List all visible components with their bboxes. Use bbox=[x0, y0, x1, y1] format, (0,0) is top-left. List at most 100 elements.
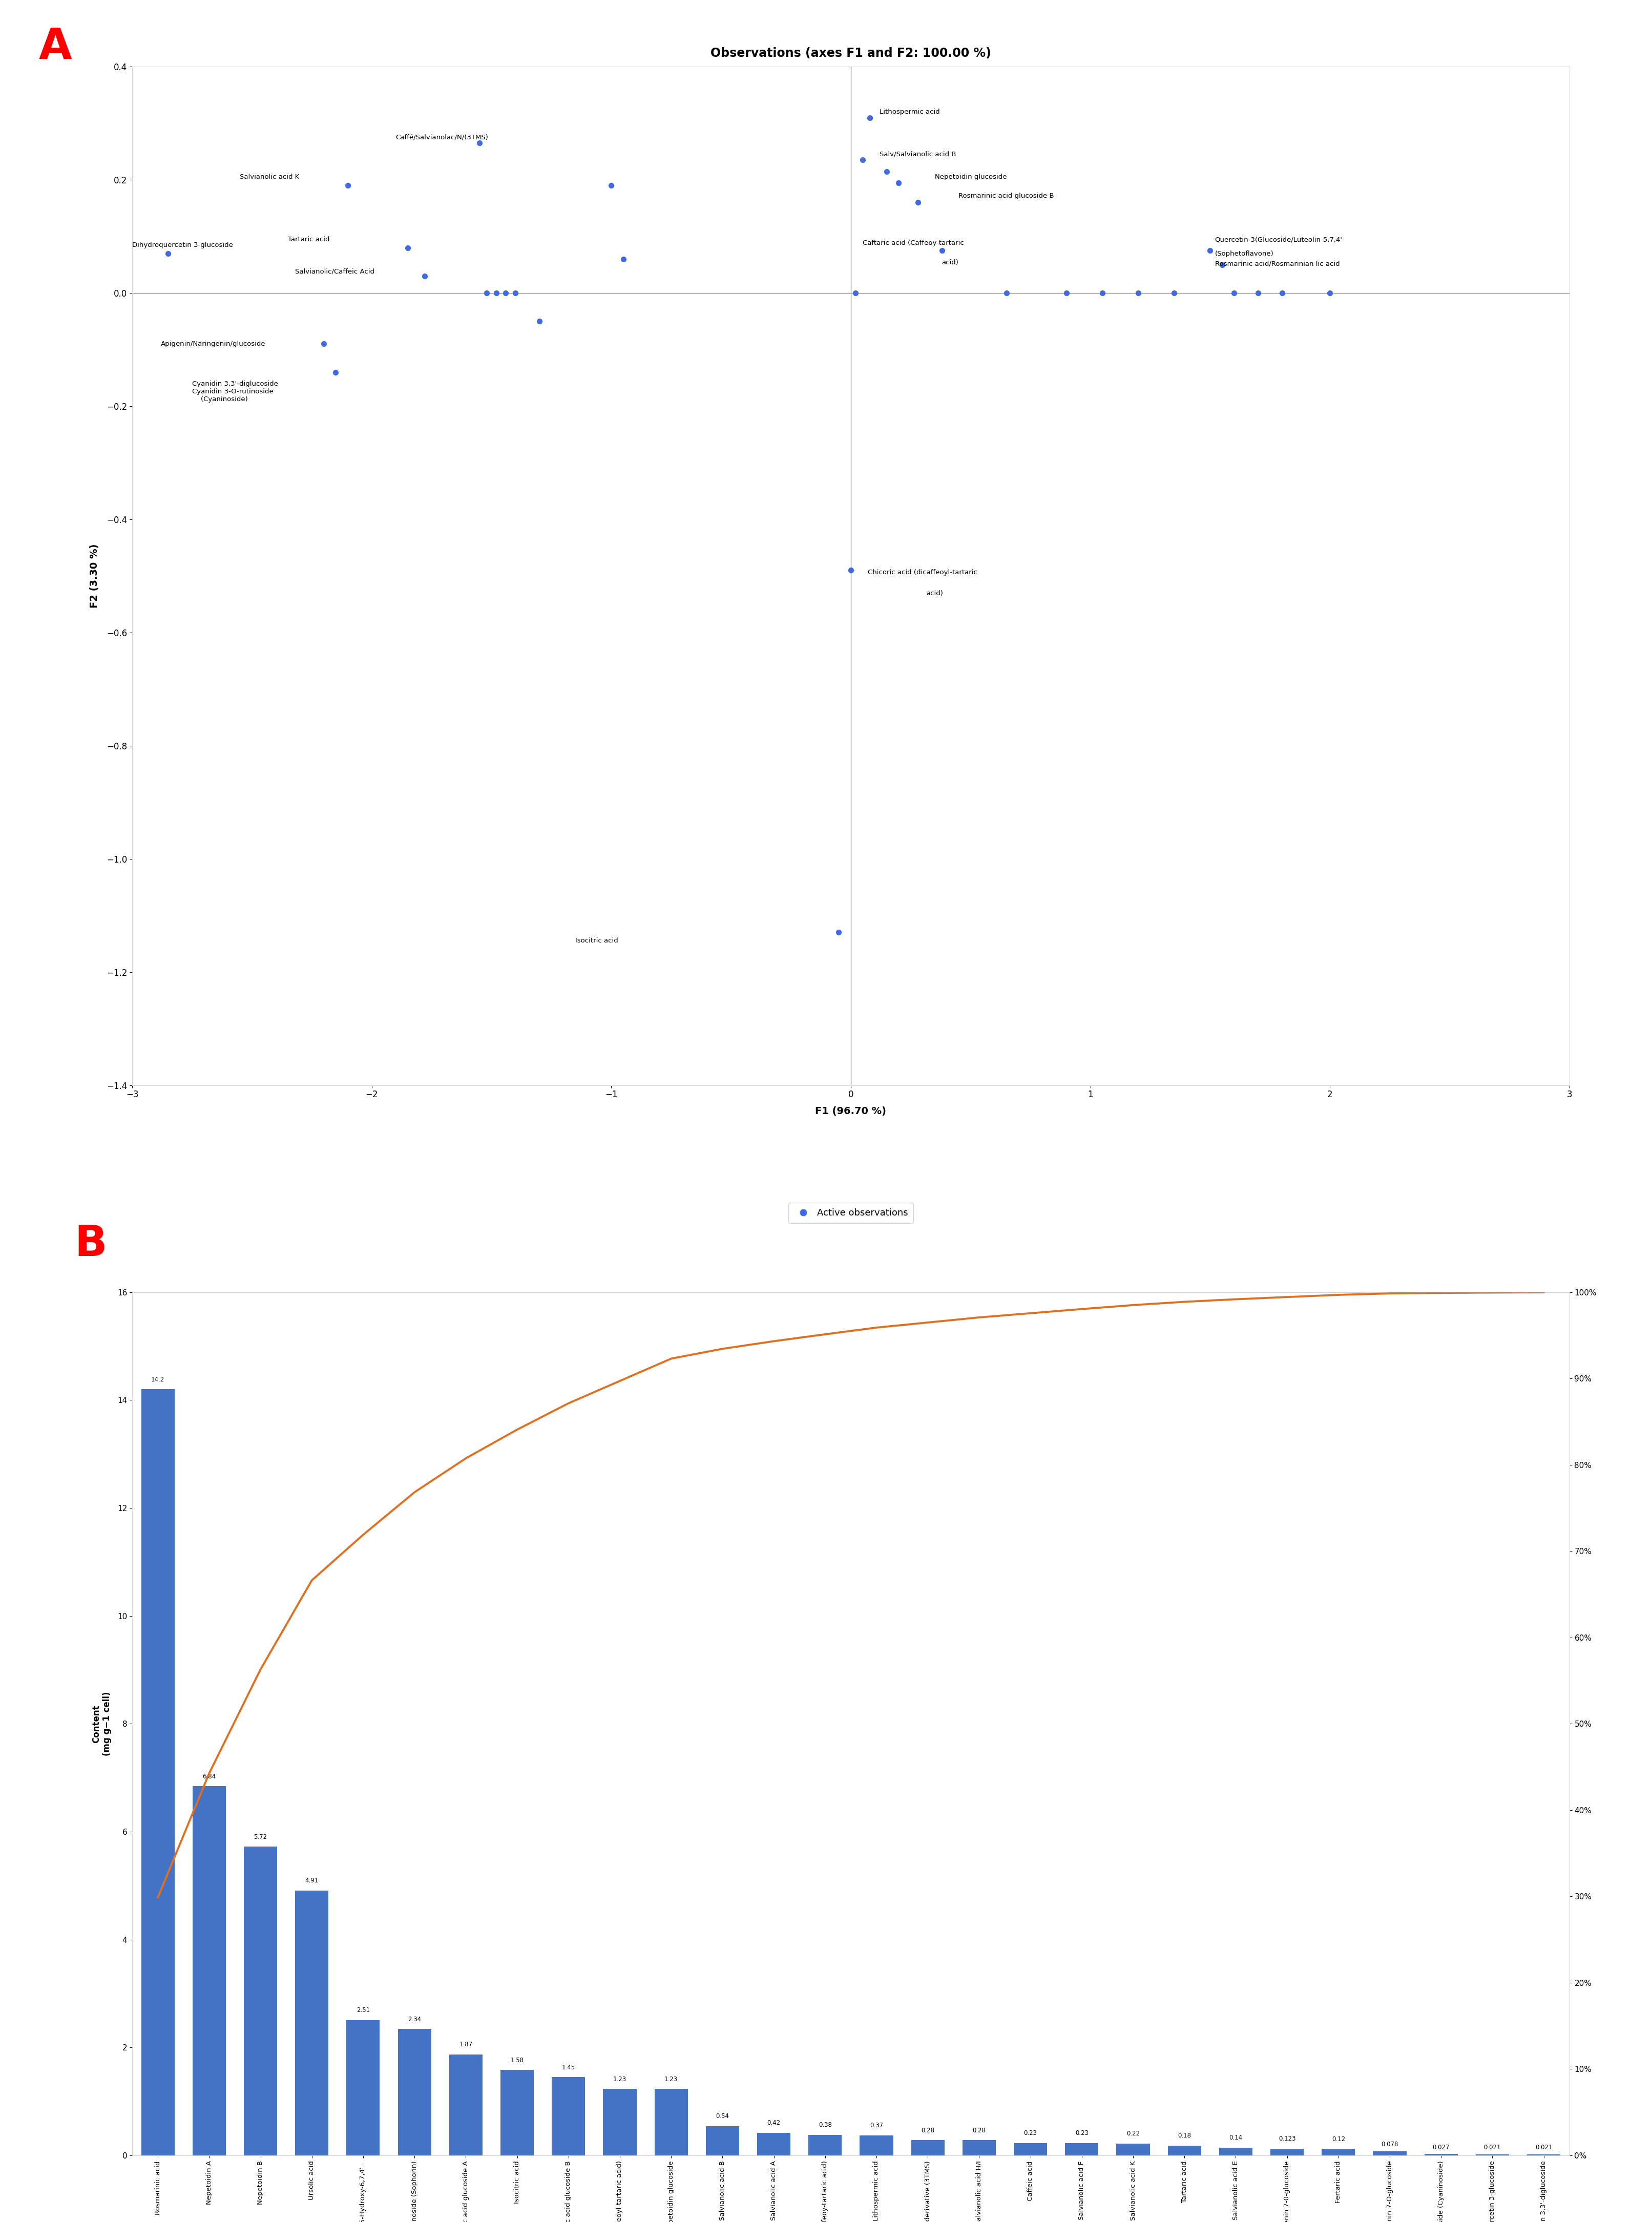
Text: Quercetin-3(Glucoside/Luteolin-5,7,4'-: Quercetin-3(Glucoside/Luteolin-5,7,4'- bbox=[1214, 236, 1345, 242]
Text: 0.28: 0.28 bbox=[973, 2126, 986, 2133]
Text: Salvianolic/Caffeic Acid: Salvianolic/Caffeic Acid bbox=[296, 269, 375, 276]
Point bbox=[1054, 276, 1080, 311]
Text: acid): acid) bbox=[927, 591, 943, 598]
Text: 5.72: 5.72 bbox=[254, 1833, 268, 1840]
Text: 0.23: 0.23 bbox=[1075, 2131, 1089, 2138]
Point bbox=[1269, 276, 1295, 311]
Text: 0.14: 0.14 bbox=[1229, 2135, 1242, 2142]
Text: Salvianolic acid K: Salvianolic acid K bbox=[240, 173, 299, 180]
Text: B: B bbox=[74, 1222, 107, 1264]
Point bbox=[155, 236, 182, 271]
Point bbox=[482, 276, 509, 311]
Point bbox=[1196, 233, 1222, 269]
Text: 1.23: 1.23 bbox=[664, 2075, 677, 2082]
Point bbox=[492, 276, 519, 311]
Text: 0.078: 0.078 bbox=[1381, 2142, 1398, 2149]
Text: 14.2: 14.2 bbox=[150, 1375, 165, 1382]
Point bbox=[466, 124, 492, 160]
Bar bbox=[140, 1389, 175, 2155]
Bar bbox=[1219, 2149, 1252, 2155]
Point bbox=[311, 327, 337, 362]
Text: 6.84: 6.84 bbox=[203, 1773, 216, 1780]
Text: 1.87: 1.87 bbox=[459, 2042, 472, 2049]
Text: 0.12: 0.12 bbox=[1332, 2135, 1345, 2142]
Text: Cyanidin 3,3'-diglucoside
Cyanidin 3-O-rutinoside
    (Cyaninoside): Cyanidin 3,3'-diglucoside Cyanidin 3-O-r… bbox=[192, 380, 278, 402]
Point bbox=[598, 167, 624, 202]
Text: acid): acid) bbox=[942, 260, 958, 267]
Text: Nepetoidin glucoside: Nepetoidin glucoside bbox=[935, 173, 1006, 180]
Text: 0.22: 0.22 bbox=[1127, 2131, 1140, 2138]
Bar bbox=[1014, 2142, 1047, 2155]
Text: Dihydroquercetin 3-glucoside: Dihydroquercetin 3-glucoside bbox=[132, 242, 233, 249]
Text: Rosmarinic acid glucoside B: Rosmarinic acid glucoside B bbox=[958, 193, 1054, 200]
Bar bbox=[1373, 2151, 1406, 2155]
Bar bbox=[808, 2135, 843, 2155]
Point bbox=[905, 184, 932, 220]
Point bbox=[411, 258, 438, 293]
Text: 0.021: 0.021 bbox=[1535, 2144, 1553, 2151]
Point bbox=[334, 167, 360, 202]
Text: 0.123: 0.123 bbox=[1279, 2135, 1295, 2142]
Text: Caffé/Salvianolac/N/(3TMS): Caffé/Salvianolac/N/(3TMS) bbox=[396, 133, 489, 140]
Title: Observations (axes F1 and F2: 100.00 %): Observations (axes F1 and F2: 100.00 %) bbox=[710, 47, 991, 60]
Text: Tartaric acid: Tartaric acid bbox=[287, 236, 330, 242]
Text: 2.34: 2.34 bbox=[408, 2015, 421, 2022]
Text: 0.027: 0.027 bbox=[1432, 2144, 1450, 2151]
Point bbox=[1221, 276, 1247, 311]
Bar bbox=[912, 2140, 945, 2155]
Text: 0.37: 0.37 bbox=[871, 2122, 884, 2129]
Bar bbox=[193, 1786, 226, 2155]
Text: 0.42: 0.42 bbox=[767, 2120, 780, 2126]
Bar bbox=[654, 2089, 687, 2155]
Point bbox=[826, 915, 852, 951]
Point bbox=[838, 553, 864, 589]
Bar bbox=[963, 2140, 996, 2155]
Point bbox=[928, 233, 955, 269]
Point bbox=[610, 242, 636, 278]
Point bbox=[1317, 276, 1343, 311]
Text: 1.45: 1.45 bbox=[562, 2064, 575, 2071]
Bar bbox=[552, 2078, 585, 2155]
Text: 0.38: 0.38 bbox=[818, 2122, 831, 2129]
Bar bbox=[1168, 2146, 1201, 2155]
Text: (Sophetoflavone): (Sophetoflavone) bbox=[1214, 251, 1274, 258]
Bar bbox=[603, 2089, 636, 2155]
Bar bbox=[757, 2133, 790, 2155]
Point bbox=[502, 276, 529, 311]
Y-axis label: F2 (3.30 %): F2 (3.30 %) bbox=[89, 544, 99, 609]
Text: Chicoric acid (dicaffeoyl-tartaric: Chicoric acid (dicaffeoyl-tartaric bbox=[867, 569, 976, 575]
Point bbox=[395, 229, 421, 264]
Text: Caftaric acid (Caffeoy-tartaric: Caftaric acid (Caffeoy-tartaric bbox=[862, 240, 965, 247]
Legend: Active observations: Active observations bbox=[788, 1202, 914, 1222]
Text: 0.54: 0.54 bbox=[715, 2113, 729, 2120]
Text: 1.58: 1.58 bbox=[510, 2058, 524, 2064]
Text: A: A bbox=[38, 27, 71, 67]
Point bbox=[885, 164, 912, 200]
Point bbox=[849, 142, 876, 178]
Text: Salv/Salvianolic acid B: Salv/Salvianolic acid B bbox=[879, 151, 957, 158]
Text: 1.23: 1.23 bbox=[613, 2075, 626, 2082]
Text: Isocitric acid: Isocitric acid bbox=[575, 938, 618, 944]
Text: 0.28: 0.28 bbox=[922, 2126, 935, 2133]
Text: Apigenin/Naringenin/glucoside: Apigenin/Naringenin/glucoside bbox=[160, 340, 266, 347]
Bar bbox=[1117, 2144, 1150, 2155]
Text: Lithospermic acid: Lithospermic acid bbox=[879, 109, 940, 116]
Text: 4.91: 4.91 bbox=[306, 1878, 319, 1884]
Bar bbox=[859, 2135, 894, 2155]
Point bbox=[857, 100, 884, 136]
Point bbox=[1246, 276, 1272, 311]
Bar bbox=[296, 1891, 329, 2155]
Bar bbox=[347, 2020, 380, 2155]
Point bbox=[1125, 276, 1151, 311]
Point bbox=[527, 304, 553, 340]
Point bbox=[322, 356, 349, 391]
Bar bbox=[1066, 2142, 1099, 2155]
Bar bbox=[398, 2029, 431, 2155]
Point bbox=[843, 276, 869, 311]
Text: 0.23: 0.23 bbox=[1024, 2131, 1037, 2138]
Text: 0.18: 0.18 bbox=[1178, 2133, 1191, 2140]
Bar bbox=[449, 2055, 482, 2155]
Point bbox=[993, 276, 1019, 311]
Point bbox=[1161, 276, 1188, 311]
Bar bbox=[705, 2126, 738, 2155]
